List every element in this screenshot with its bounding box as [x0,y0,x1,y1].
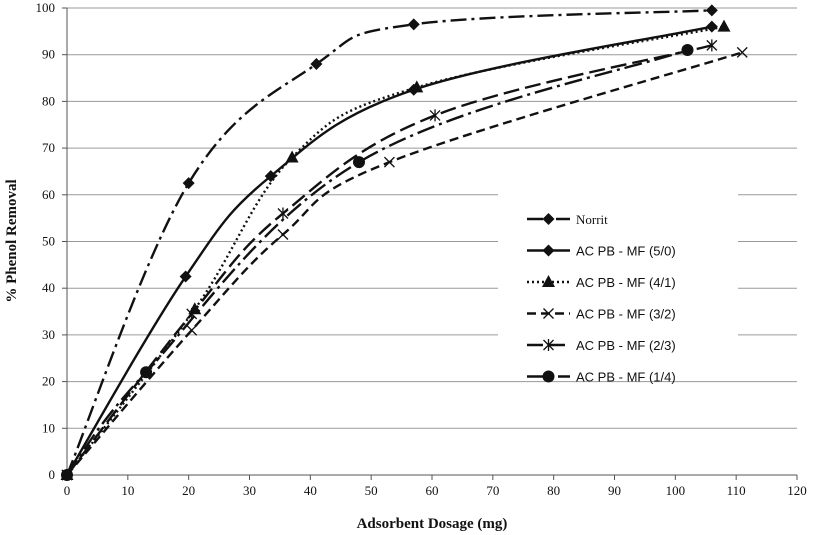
series-line-4 [66,44,713,476]
legend-label-4: AC PB - MF (2/3) [576,338,676,353]
data-point-5 [61,469,73,481]
data-point-5 [353,156,365,169]
data-point-4 [706,39,718,52]
x-tick-label: 30 [243,483,256,498]
legend-label-2: AC PB - MF (4/1) [576,275,676,290]
data-point-3 [277,229,289,240]
y-tick-label: 20 [42,374,55,389]
y-tick-label: 10 [42,420,55,435]
x-tick-label: 90 [608,483,621,498]
y-tick-label: 50 [42,234,55,249]
x-tick-label: 110 [727,483,746,498]
x-tick-label: 120 [787,483,807,498]
data-point-3 [736,46,748,58]
data-point-5 [140,366,153,379]
x-tick-label: 100 [666,483,686,498]
y-tick-label: 40 [42,280,55,295]
legend-marker-2 [542,275,555,287]
data-point-0 [182,177,195,190]
y-tick-label: 70 [42,140,55,155]
y-tick-label: 30 [42,327,55,342]
data-point-5 [681,44,694,57]
data-point-4 [429,109,441,122]
legend-marker-1 [542,244,555,257]
legend-marker-0 [542,213,555,225]
data-point-0 [407,18,420,31]
x-tick-label: 0 [64,483,71,498]
x-axis-title: Adsorbent Dosage (mg) [357,516,508,532]
data-point-3 [186,324,198,336]
series-line-1 [65,25,713,476]
legend-marker-5 [542,370,555,383]
legend-label-0: Norrit [576,212,608,227]
data-point-0 [310,58,323,71]
x-tick-label: 70 [486,483,499,498]
plot-series [60,4,748,481]
x-tick-label: 20 [182,483,195,498]
y-tick-label: 80 [42,93,55,108]
legend-marker-4 [543,339,554,351]
data-point-3 [383,156,395,168]
legend-label-1: AC PB - MF (5/0) [576,244,676,259]
data-point-1 [179,270,192,283]
legend: Norrit AC PB - MF (5/0) AC PB - MF (4/1) AC… [498,191,738,385]
x-tick-label: 60 [426,483,439,498]
y-axis-title: % Phenol Removal [4,179,20,302]
y-tick-label: 90 [42,47,55,62]
data-point-2 [410,80,424,93]
data-point-1 [705,20,718,33]
data-point-0 [705,4,718,17]
x-tick-label: 50 [365,483,378,498]
x-tick-label: 10 [121,483,134,498]
legend-label-3: AC PB - MF (3/2) [576,307,676,322]
x-tick-label: 40 [304,483,317,498]
legend-marker-3 [543,308,554,319]
y-tick-label: 60 [42,187,55,202]
series-line-5 [66,48,688,476]
data-point-4 [277,207,289,220]
y-tick-label: 0 [49,467,56,482]
data-point-2 [717,19,731,32]
legend-label-5: AC PB - MF (1/4) [576,370,676,385]
y-tick-label: 100 [36,0,56,15]
x-tick-label: 80 [547,483,560,498]
legend-box [498,191,738,379]
axes: 0 10 20 30 40 50 60 70 80 90 100 0 10 20 30 40 50 60 70 80 9… [36,0,807,498]
data-point-2 [285,150,299,163]
